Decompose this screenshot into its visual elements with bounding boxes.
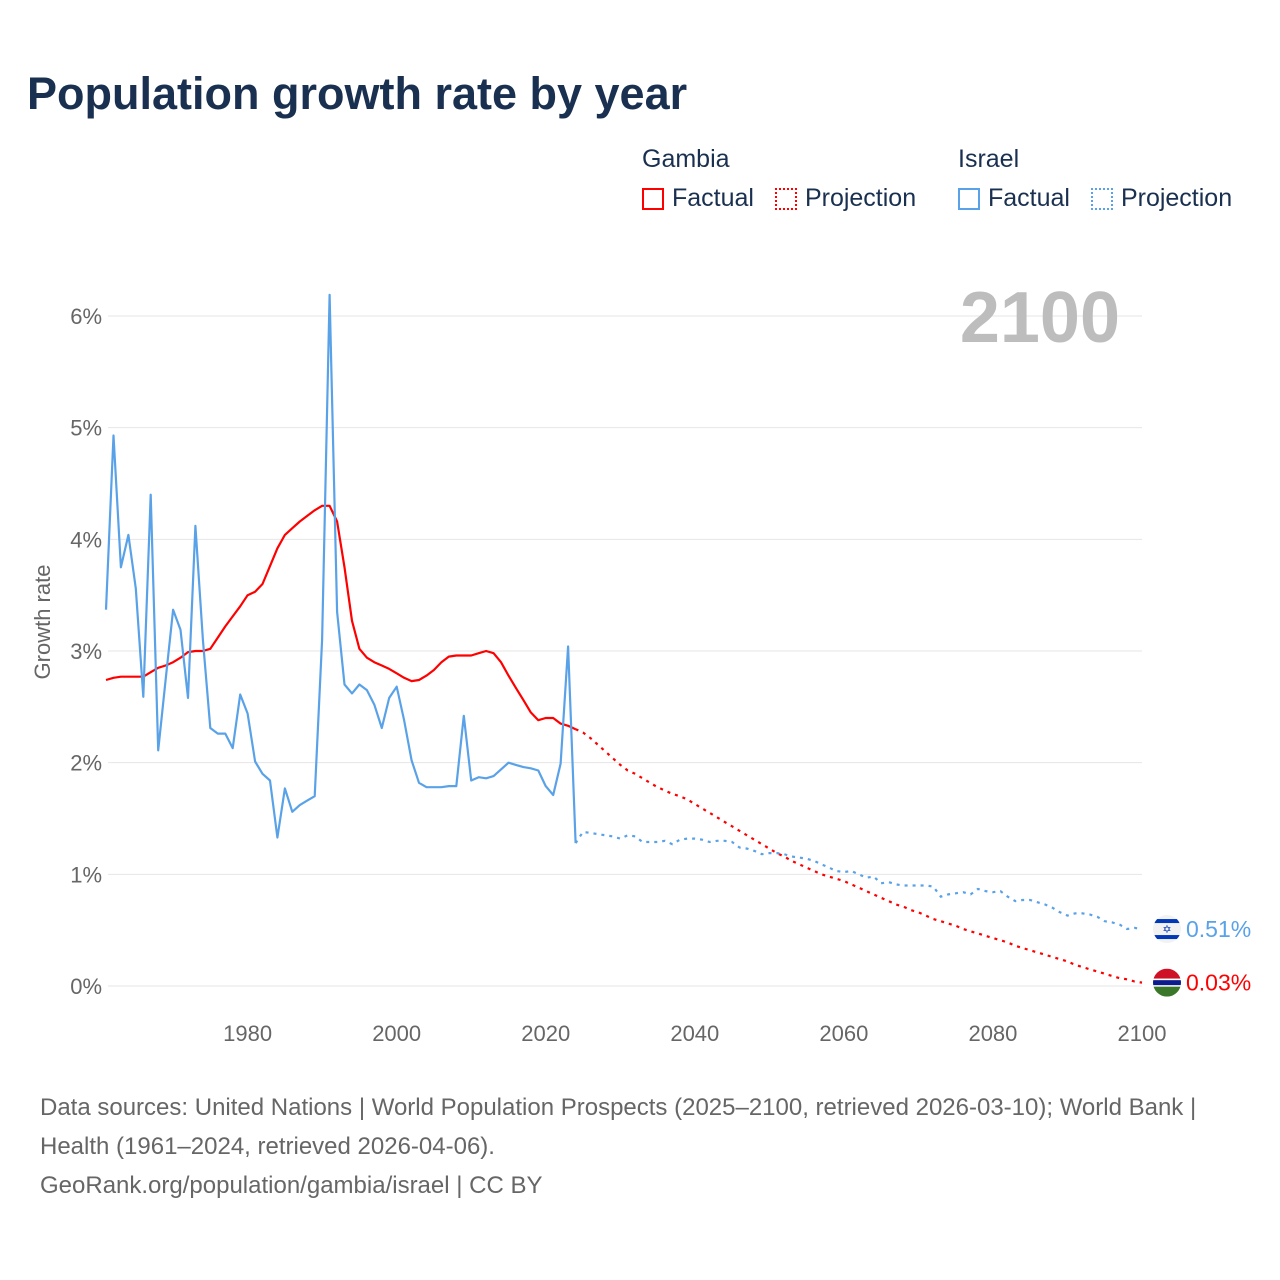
gambia-end-value-label: 0.03% bbox=[1186, 970, 1251, 996]
legend-group-name: Israel bbox=[958, 145, 1020, 173]
series-lines bbox=[104, 293, 1143, 984]
y-tick-label: 5% bbox=[70, 416, 102, 441]
gambia-flag-icon bbox=[1153, 968, 1181, 997]
x-tick-label: 2000 bbox=[372, 1021, 421, 1046]
legend-gambia: Gambia Factual Projection bbox=[642, 145, 930, 217]
svg-text:✡: ✡ bbox=[1162, 923, 1171, 936]
y-tick-label: 3% bbox=[70, 639, 102, 664]
legend-israel-projection[interactable]: Projection bbox=[1090, 184, 1233, 213]
gambia-projection-line bbox=[575, 728, 1143, 984]
legend-group-name: Gambia bbox=[642, 145, 730, 173]
legend-label: Projection bbox=[1120, 184, 1233, 212]
y-tick-label: 2% bbox=[70, 751, 102, 776]
israel-flag-icon: ✡ bbox=[1153, 915, 1181, 944]
x-tick-label: 1980 bbox=[223, 1021, 272, 1046]
year-watermark: 2100 bbox=[960, 278, 1120, 358]
gridlines: 0% 1% 2% 3% 4% 5% 6% 1980 2000 2020 2040 2060 2080 21… bbox=[70, 304, 1166, 1046]
israel-factual-line bbox=[104, 293, 577, 844]
y-tick-label: 0% bbox=[70, 974, 102, 999]
y-tick-label: 4% bbox=[70, 527, 102, 552]
x-tick-label: 2100 bbox=[1118, 1021, 1167, 1046]
legend-gambia-factual[interactable]: Factual bbox=[642, 184, 754, 213]
legend-label: Factual bbox=[988, 184, 1070, 212]
attribution-link[interactable]: GeoRank.org/population/gambia/israel | C… bbox=[40, 1172, 543, 1199]
y-axis-label: Growth rate bbox=[30, 565, 55, 680]
israel-projection-line bbox=[574, 830, 1143, 931]
legend-israel: Israel Factual Projection bbox=[958, 145, 1246, 217]
legend-israel-factual[interactable]: Factual bbox=[958, 184, 1070, 213]
solid-swatch-icon bbox=[642, 187, 664, 210]
dotted-swatch-icon bbox=[1090, 187, 1113, 210]
x-tick-label: 2080 bbox=[968, 1021, 1017, 1046]
legend-gambia-projection[interactable]: Projection bbox=[774, 184, 917, 213]
solid-swatch-icon bbox=[958, 187, 980, 210]
y-tick-label: 1% bbox=[70, 862, 102, 887]
data-sources: Data sources: United Nations | World Pop… bbox=[40, 1094, 1197, 1160]
x-tick-label: 2020 bbox=[521, 1021, 570, 1046]
source-note: Data sources: United Nations | World Pop… bbox=[40, 1088, 1240, 1205]
chart-title: Population growth rate by year bbox=[27, 68, 688, 119]
legend-label: Factual bbox=[672, 184, 754, 212]
end-labels: 0.03% ✡ 0.51% bbox=[1153, 915, 1251, 997]
israel-end-value-label: 0.51% bbox=[1186, 916, 1251, 942]
x-tick-label: 2060 bbox=[819, 1021, 868, 1046]
legend-label: Projection bbox=[804, 184, 917, 212]
line-chart: 0% 1% 2% 3% 4% 5% 6% 1980 2000 2020 2040 2060 2080 21… bbox=[30, 278, 1251, 1046]
y-tick-label: 6% bbox=[70, 304, 102, 329]
dotted-swatch-icon bbox=[774, 187, 797, 210]
x-tick-label: 2040 bbox=[670, 1021, 719, 1046]
